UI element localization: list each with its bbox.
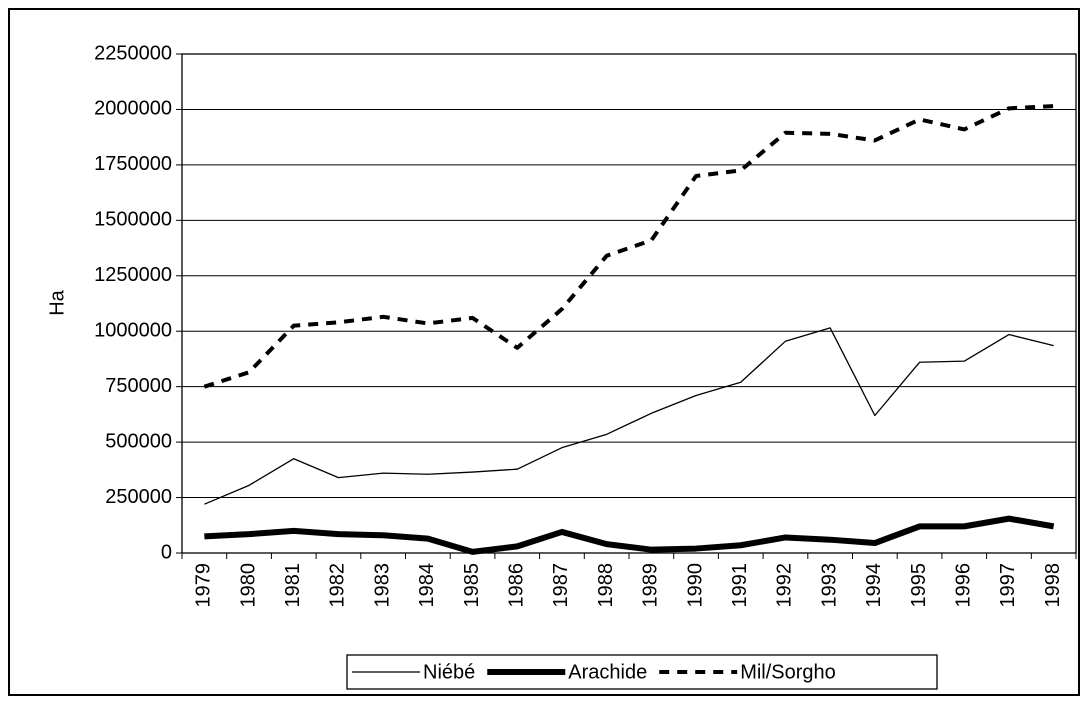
legend-label: Arachide bbox=[568, 661, 647, 683]
y-tick-label: 500000 bbox=[105, 430, 172, 452]
x-tick-label: 1990 bbox=[684, 563, 706, 608]
x-tick-label: 1987 bbox=[550, 563, 572, 608]
x-tick-label: 1994 bbox=[863, 563, 885, 608]
x-tick-label: 1986 bbox=[506, 563, 528, 608]
y-tick-label: 1500000 bbox=[94, 209, 172, 231]
x-tick-label: 1992 bbox=[774, 563, 796, 608]
y-tick-label: 2250000 bbox=[94, 42, 172, 64]
x-tick-label: 1995 bbox=[908, 563, 930, 608]
legend-label: Niébé bbox=[423, 661, 475, 683]
x-tick-label: 1997 bbox=[997, 563, 1019, 608]
x-tick-label: 1993 bbox=[818, 563, 840, 608]
y-axis-label: Ha bbox=[46, 289, 68, 315]
x-tick-label: 1988 bbox=[595, 563, 617, 608]
y-tick-label: 0 bbox=[161, 541, 172, 563]
x-tick-label: 1983 bbox=[371, 563, 393, 608]
x-tick-label: 1979 bbox=[193, 563, 215, 608]
y-tick-label: 1250000 bbox=[94, 264, 172, 286]
x-tick-label: 1998 bbox=[1042, 563, 1064, 608]
legend-box bbox=[346, 654, 938, 690]
x-tick-label: 1981 bbox=[282, 563, 304, 608]
y-tick-label: 2000000 bbox=[94, 98, 172, 120]
series-line bbox=[204, 515, 1055, 555]
legend-label: Mil/Sorgho bbox=[740, 661, 836, 683]
x-tick-label: 1989 bbox=[640, 563, 662, 608]
y-tick-label: 1750000 bbox=[94, 153, 172, 175]
series-line bbox=[204, 327, 1054, 505]
x-tick-label: 1980 bbox=[237, 563, 259, 608]
y-tick-label: 250000 bbox=[105, 486, 172, 508]
x-tick-label: 1996 bbox=[953, 563, 975, 608]
x-tick-label: 1985 bbox=[461, 563, 483, 608]
x-tick-label: 1984 bbox=[416, 563, 438, 608]
chart-frame bbox=[8, 8, 1080, 696]
y-tick-label: 1000000 bbox=[94, 320, 172, 342]
x-tick-label: 1982 bbox=[327, 563, 349, 608]
series-line bbox=[203, 104, 1054, 389]
x-tick-label: 1991 bbox=[729, 563, 751, 608]
y-tick-label: 750000 bbox=[105, 375, 172, 397]
